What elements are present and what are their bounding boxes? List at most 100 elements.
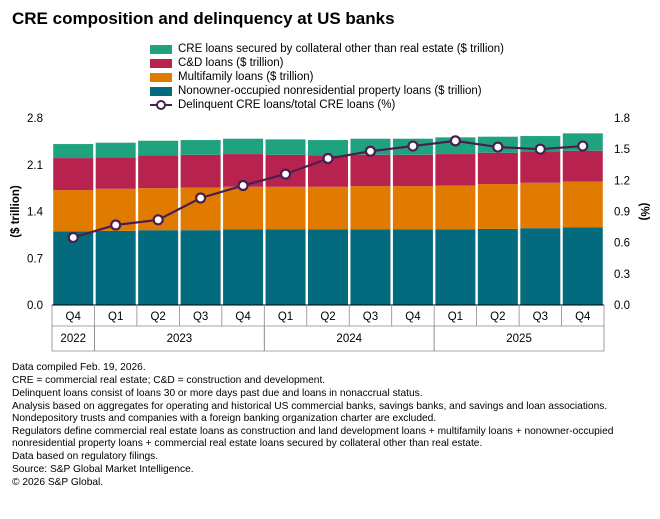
bar-segment xyxy=(223,138,264,155)
y2-tick-label: 1.5 xyxy=(614,144,630,156)
y2-tick-label: 1.8 xyxy=(614,113,630,125)
delinquency-point xyxy=(279,168,292,180)
bar-segment xyxy=(265,186,306,230)
bar-segment xyxy=(138,155,179,189)
chart-plot: 0.0 0.7 1.4 2.1 2.8 0.0 0.3 0.6 0.9 1.2 1.5 1.8 ($ t… xyxy=(10,113,650,352)
bar-segment xyxy=(392,186,433,230)
y2-tick-label: 0.3 xyxy=(614,269,630,281)
y-tick-label: 0.0 xyxy=(27,300,43,312)
x-tick-label: Q1 xyxy=(448,311,463,323)
bar-segment xyxy=(350,154,391,187)
y2-tick-label: 0.0 xyxy=(614,300,630,312)
bar-segment xyxy=(308,186,348,230)
x-tick-label: Q2 xyxy=(490,311,505,323)
bar-segment xyxy=(435,154,476,186)
x-group-label: 2022 xyxy=(60,333,86,345)
delinquency-point xyxy=(110,219,122,231)
delinquency-point xyxy=(407,140,419,152)
legend-swatch-cd xyxy=(150,58,172,68)
legend-item-multifamily: Multifamily loans ($ trillion) xyxy=(150,70,504,84)
legend-swatch-multifamily xyxy=(150,72,172,82)
delinquency-point xyxy=(237,179,249,192)
bar-segment xyxy=(562,181,603,228)
x-group-label: 2025 xyxy=(506,333,532,345)
footnote-delinquent-def: Delinquent loans consist of loans 30 or … xyxy=(12,388,423,399)
footnote-source: Source: S&P Global Market Intelligence. xyxy=(12,464,194,475)
bar-segment xyxy=(180,230,221,305)
bar-segment xyxy=(308,140,348,156)
delinquency-point xyxy=(322,152,334,165)
y2-tick-label: 0.6 xyxy=(614,238,630,250)
y-tick-label: 1.4 xyxy=(27,207,44,219)
bar-segment xyxy=(180,140,221,155)
y-axis-title: ($ trillion) xyxy=(10,185,22,238)
footnote-analysis: Analysis based on aggregates for operati… xyxy=(12,401,608,424)
legend-item-other-collateral: CRE loans secured by collateral other th… xyxy=(150,42,504,56)
bar-segment xyxy=(53,190,94,232)
legend-swatch-other-collateral xyxy=(150,44,172,54)
bar-segment xyxy=(392,154,433,187)
x-group-label: 2024 xyxy=(336,333,362,345)
bar-segment xyxy=(265,139,306,155)
bar-segment xyxy=(138,140,179,156)
y2-tick-label: 1.2 xyxy=(614,175,630,187)
bar-segment xyxy=(520,228,561,305)
x-tick-label: Q1 xyxy=(108,311,123,323)
x-tick-label: Q3 xyxy=(363,311,378,323)
legend-label-delinquency: Delinquent CRE loans/total CRE loans (%) xyxy=(178,99,396,111)
bar-segment xyxy=(562,227,603,305)
x-tick-label: Q2 xyxy=(150,311,165,323)
legend-item-nonowner: Nonowner-occupied nonresidential propert… xyxy=(150,84,504,98)
bar-segment xyxy=(53,158,94,191)
x-tick-label: Q4 xyxy=(575,311,591,323)
delinquency-point xyxy=(534,143,546,155)
legend-item-cd: C&D loans ($ trillion) xyxy=(150,56,504,70)
bar-segment xyxy=(477,184,518,229)
legend-swatch-nonowner xyxy=(150,86,172,96)
y-tick-label: 2.1 xyxy=(27,160,43,172)
bar-segment xyxy=(223,186,264,230)
x-tick-label: Q3 xyxy=(533,311,548,323)
bar-segment xyxy=(95,157,136,189)
legend-label-cd: C&D loans ($ trillion) xyxy=(178,57,284,69)
bar-segment xyxy=(223,229,264,305)
footnote-copyright: © 2026 S&P Global. xyxy=(12,477,104,488)
bar-segment xyxy=(435,185,476,230)
footnote-abbreviations: CRE = commercial real estate; C&D = cons… xyxy=(12,375,326,386)
footnote-filings: Data based on regulatory filings. xyxy=(12,451,159,462)
bar-segment xyxy=(435,229,476,305)
bar-segment xyxy=(350,186,391,230)
legend: CRE loans secured by collateral other th… xyxy=(150,42,504,112)
legend-label-multifamily: Multifamily loans ($ trillion) xyxy=(178,71,314,83)
y-tick-label: 2.8 xyxy=(27,113,43,125)
bar-segment xyxy=(265,229,306,305)
bar-segment xyxy=(180,154,221,188)
legend-line-marker-icon xyxy=(150,100,172,110)
bar-segment xyxy=(53,231,94,305)
x-tick-label: Q4 xyxy=(66,311,82,323)
x-tick-label: Q1 xyxy=(278,311,293,323)
bar-segment xyxy=(95,230,136,305)
bar-segment xyxy=(392,229,433,305)
x-tick-label: Q4 xyxy=(405,311,421,323)
x-tick-label: Q2 xyxy=(320,311,335,323)
footnote-date: Data compiled Feb. 19, 2026. xyxy=(12,362,146,373)
x-tick-label: Q4 xyxy=(235,311,251,323)
bar-segment xyxy=(53,144,94,159)
x-tick-label: Q3 xyxy=(193,311,208,323)
delinquency-point xyxy=(152,214,164,226)
delinquency-point xyxy=(449,135,461,147)
bar-segment xyxy=(477,152,518,185)
delinquency-point xyxy=(67,231,79,244)
delinquency-point xyxy=(364,145,377,157)
legend-item-delinquency: Delinquent CRE loans/total CRE loans (%) xyxy=(150,98,504,112)
chart-title: CRE composition and delinquency at US ba… xyxy=(12,9,395,28)
bar-segment xyxy=(520,182,561,229)
bar-segment xyxy=(562,150,603,182)
y-tick-label: 0.7 xyxy=(27,253,43,265)
y2-axis-title: (%) xyxy=(638,203,650,221)
y2-tick-label: 0.9 xyxy=(614,207,630,219)
delinquency-point xyxy=(577,140,589,152)
bar-segment xyxy=(95,142,136,158)
footnotes: Data compiled Feb. 19, 2026. CRE = comme… xyxy=(12,362,652,490)
